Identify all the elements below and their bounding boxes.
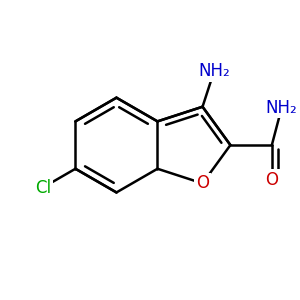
Text: NH₂: NH₂ bbox=[266, 99, 298, 117]
Text: O: O bbox=[196, 174, 209, 192]
Text: O: O bbox=[265, 171, 278, 189]
Text: Cl: Cl bbox=[35, 178, 51, 196]
Text: NH₂: NH₂ bbox=[198, 62, 230, 80]
